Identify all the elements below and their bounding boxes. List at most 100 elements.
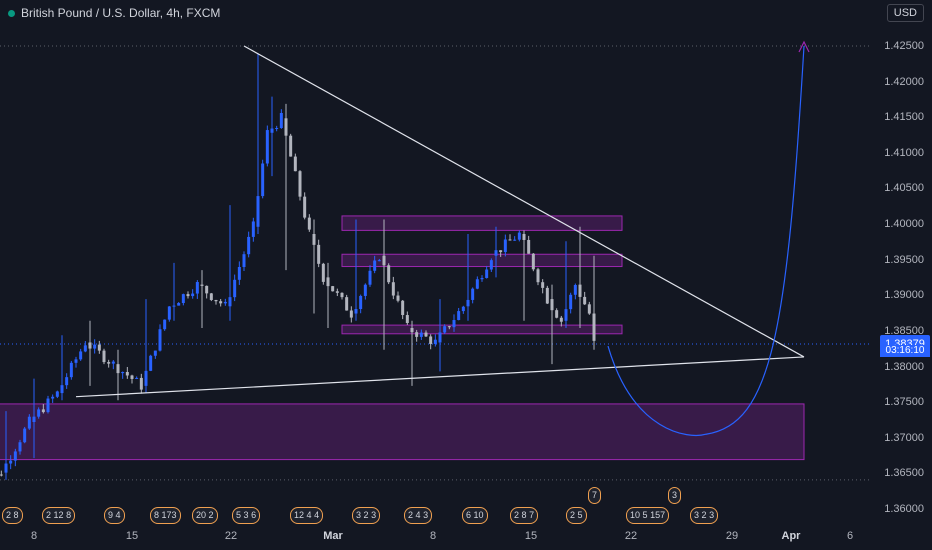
candle-body bbox=[275, 127, 279, 129]
symbol-title-text: British Pound / U.S. Dollar, 4h, FXCM bbox=[21, 6, 221, 20]
candle-body bbox=[293, 156, 297, 172]
time-tick: 8 bbox=[429, 530, 437, 542]
candle-body bbox=[513, 239, 517, 241]
projection-arrowhead bbox=[798, 40, 810, 53]
candle-body bbox=[447, 326, 451, 328]
event-flag[interactable]: 20 2 bbox=[192, 507, 218, 524]
candle-body bbox=[135, 377, 139, 379]
candle-body bbox=[340, 292, 344, 298]
event-flag[interactable]: 8 173 bbox=[150, 507, 181, 524]
candle-body bbox=[223, 301, 227, 304]
event-flag[interactable]: 3 2 3 bbox=[690, 507, 719, 524]
candle-body bbox=[79, 351, 83, 360]
candle-body bbox=[167, 306, 171, 320]
candle-body bbox=[345, 297, 349, 311]
event-flag[interactable]: 12 4 4 bbox=[290, 507, 324, 524]
candle-body bbox=[9, 460, 13, 464]
time-tick: 6 bbox=[846, 530, 854, 542]
candle-body bbox=[517, 232, 521, 240]
candle-body bbox=[107, 362, 111, 364]
candle-body bbox=[65, 377, 69, 386]
time-tick: 29 bbox=[725, 530, 739, 542]
candle-body bbox=[191, 293, 195, 297]
event-flag[interactable]: 5 3 6 bbox=[232, 507, 261, 524]
candle-body bbox=[307, 217, 311, 230]
candle-body bbox=[177, 303, 181, 306]
event-flag[interactable]: 3 2 3 bbox=[352, 507, 381, 524]
candle-body bbox=[93, 344, 97, 349]
candle-body bbox=[401, 300, 405, 316]
candle-body bbox=[480, 277, 484, 280]
candle-body bbox=[471, 288, 475, 300]
candle-body bbox=[97, 344, 101, 351]
candle-body bbox=[261, 163, 265, 197]
candle-body bbox=[242, 254, 246, 267]
support-resistance-zone bbox=[0, 403, 805, 461]
candle-body bbox=[181, 294, 185, 304]
candle-body bbox=[102, 350, 106, 363]
time-tick: 8 bbox=[30, 530, 38, 542]
price-tick: 1.39500 bbox=[884, 254, 924, 266]
candle-body bbox=[321, 263, 325, 282]
candle-body bbox=[139, 377, 143, 390]
candle-body bbox=[415, 332, 419, 337]
time-tick: 15 bbox=[524, 530, 538, 542]
candle-body bbox=[363, 284, 367, 296]
candle-body bbox=[583, 296, 587, 305]
candle-body bbox=[349, 310, 353, 318]
event-flag[interactable]: 10 5 157 bbox=[626, 507, 670, 524]
candle-body bbox=[424, 332, 428, 337]
candle-body bbox=[13, 451, 17, 461]
currency-button[interactable]: USD bbox=[886, 4, 924, 22]
candle-body bbox=[209, 293, 213, 300]
candle-body bbox=[111, 361, 115, 364]
event-flag[interactable]: 9 4 bbox=[104, 507, 125, 524]
price-tick: 1.39000 bbox=[884, 289, 924, 301]
price-tick: 1.36000 bbox=[884, 503, 924, 515]
symbol-title[interactable]: British Pound / U.S. Dollar, 4h, FXCM bbox=[8, 6, 220, 20]
candle-body bbox=[0, 474, 3, 476]
candle-body bbox=[153, 350, 157, 356]
price-tick: 1.38500 bbox=[884, 325, 924, 337]
candle-body bbox=[186, 294, 190, 297]
candle-body bbox=[298, 171, 302, 197]
candle-body bbox=[158, 329, 162, 351]
event-flag[interactable]: 6 10 bbox=[462, 507, 488, 524]
support-resistance-zone bbox=[341, 324, 623, 335]
support-resistance-zone bbox=[341, 253, 623, 268]
price-tick: 1.37000 bbox=[884, 432, 924, 444]
price-tick: 1.36500 bbox=[884, 467, 924, 479]
candle-body bbox=[499, 250, 503, 253]
candle-body bbox=[18, 442, 22, 452]
event-flag[interactable]: 2 12 8 bbox=[42, 507, 76, 524]
time-tick-month: Apr bbox=[781, 530, 801, 542]
event-flag-upper[interactable]: 3 bbox=[668, 487, 682, 504]
event-flag[interactable]: 2 8 7 bbox=[510, 507, 539, 524]
candle-body bbox=[396, 295, 400, 301]
candle-body bbox=[489, 260, 493, 270]
candle-body bbox=[475, 279, 479, 289]
candle-body bbox=[83, 345, 87, 352]
candle-body bbox=[247, 236, 251, 255]
candle-body bbox=[359, 295, 363, 310]
candle-body bbox=[541, 282, 545, 288]
event-flag-upper[interactable]: 7 bbox=[588, 487, 602, 504]
candle-body bbox=[419, 332, 423, 337]
price-tick: 1.38000 bbox=[884, 361, 924, 373]
time-tick-month: Mar bbox=[323, 530, 343, 542]
candle-body bbox=[74, 359, 78, 363]
time-tick: 15 bbox=[125, 530, 139, 542]
candle-body bbox=[335, 291, 339, 293]
candle-body bbox=[545, 287, 549, 304]
candle-body bbox=[303, 196, 307, 218]
candle-body bbox=[531, 253, 535, 270]
trendline bbox=[243, 45, 805, 358]
candle-body bbox=[51, 396, 55, 399]
price-tick: 1.42500 bbox=[884, 40, 924, 52]
event-flag[interactable]: 2 8 bbox=[2, 507, 23, 524]
event-flag[interactable]: 2 5 bbox=[566, 507, 587, 524]
candle-body bbox=[555, 310, 559, 318]
event-flag[interactable]: 2 4 3 bbox=[404, 507, 433, 524]
candle-body bbox=[587, 304, 591, 314]
